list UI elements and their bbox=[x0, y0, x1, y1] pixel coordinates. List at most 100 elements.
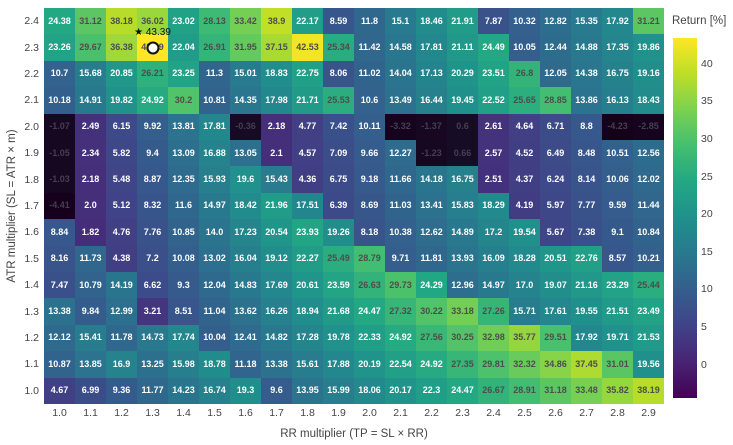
heatmap-cell[interactable]: 19.26 bbox=[323, 219, 354, 246]
heatmap-cell[interactable]: 11.03 bbox=[385, 192, 416, 220]
heatmap-cell[interactable]: 21.51 bbox=[602, 298, 633, 325]
heatmap-cell[interactable]: 14.97 bbox=[478, 271, 509, 299]
heatmap-cell[interactable]: 20.61 bbox=[292, 271, 323, 299]
heatmap-cell[interactable]: 29.81 bbox=[478, 351, 509, 378]
heatmap-cell[interactable]: 16.75 bbox=[447, 166, 478, 193]
heatmap-cell[interactable]: 13.38 bbox=[261, 351, 292, 378]
heatmap-cell[interactable]: 37.45 bbox=[571, 351, 602, 378]
heatmap-cell[interactable]: 15.68 bbox=[75, 60, 106, 88]
heatmap-cell[interactable]: 7.87 bbox=[478, 8, 509, 35]
heatmap-cell[interactable]: 17.23 bbox=[230, 219, 261, 246]
heatmap-cell[interactable]: 4.36 bbox=[292, 166, 323, 193]
heatmap-cell[interactable]: 14.0 bbox=[199, 219, 230, 246]
heatmap-cell[interactable]: 12.02 bbox=[633, 166, 664, 193]
heatmap-cell[interactable]: 9.84 bbox=[75, 298, 106, 325]
heatmap-cell[interactable]: 4.37 bbox=[509, 166, 540, 193]
heatmap-cell[interactable]: 31.18 bbox=[540, 377, 571, 404]
heatmap-cell[interactable]: 10.18 bbox=[44, 87, 75, 114]
heatmap-cell[interactable]: 11.66 bbox=[385, 166, 416, 193]
heatmap-cell[interactable]: 4.19 bbox=[509, 192, 540, 220]
heatmap-cell[interactable]: 19.86 bbox=[633, 34, 664, 61]
heatmap-cell[interactable]: 19.54 bbox=[509, 219, 540, 246]
heatmap-cell[interactable]: 9.36 bbox=[106, 377, 137, 404]
heatmap-cell[interactable]: 16.04 bbox=[230, 245, 261, 272]
heatmap-cell[interactable]: 17.61 bbox=[540, 298, 571, 325]
heatmap-cell[interactable]: 11.73 bbox=[75, 245, 106, 272]
heatmap-cell[interactable]: 17.88 bbox=[323, 351, 354, 378]
heatmap-cell[interactable]: 4.52 bbox=[509, 139, 540, 167]
heatmap-cell[interactable]: 24.47 bbox=[447, 377, 478, 404]
heatmap-cell[interactable]: 29.67 bbox=[75, 34, 106, 61]
heatmap-cell[interactable]: 7.42 bbox=[323, 113, 354, 140]
heatmap-cell[interactable]: 16.09 bbox=[478, 245, 509, 272]
heatmap-cell[interactable]: 10.87 bbox=[44, 351, 75, 378]
heatmap-cell[interactable]: 15.41 bbox=[75, 324, 106, 352]
heatmap-cell[interactable]: 16.75 bbox=[602, 60, 633, 88]
heatmap-cell[interactable]: 19.07 bbox=[540, 271, 571, 299]
heatmap-cell[interactable]: 1.82 bbox=[75, 219, 106, 246]
heatmap-cell[interactable]: 24.92 bbox=[416, 351, 447, 378]
heatmap-cell[interactable]: 8.8 bbox=[571, 113, 602, 140]
heatmap-cell[interactable]: 11.77 bbox=[137, 377, 168, 404]
heatmap-cell[interactable]: -1.07 bbox=[44, 113, 75, 140]
heatmap-cell[interactable]: 7.09 bbox=[323, 139, 354, 167]
heatmap-cell[interactable]: 11.6 bbox=[168, 192, 199, 220]
heatmap-cell[interactable]: 11.04 bbox=[199, 298, 230, 325]
heatmap-cell[interactable]: 18.29 bbox=[478, 192, 509, 220]
heatmap-cell[interactable]: 13.81 bbox=[168, 113, 199, 140]
heatmap-cell[interactable]: 12.62 bbox=[416, 219, 447, 246]
heatmap-cell[interactable]: 23.59 bbox=[323, 271, 354, 299]
heatmap-cell[interactable]: 9.18 bbox=[354, 166, 385, 193]
heatmap-cell[interactable]: 10.05 bbox=[509, 34, 540, 61]
heatmap-cell[interactable]: 17.2 bbox=[478, 219, 509, 246]
heatmap-cell[interactable]: 19.78 bbox=[323, 324, 354, 352]
heatmap-cell[interactable]: 25.53 bbox=[323, 87, 354, 114]
heatmap-cell[interactable]: 2.49 bbox=[75, 113, 106, 140]
heatmap-cell[interactable]: 26.63 bbox=[354, 271, 385, 299]
heatmap-cell[interactable]: 21.16 bbox=[571, 271, 602, 299]
heatmap-cell[interactable]: 12.44 bbox=[540, 34, 571, 61]
heatmap-cell[interactable]: 15.98 bbox=[168, 351, 199, 378]
heatmap-cell[interactable]: 20.51 bbox=[540, 245, 571, 272]
heatmap-cell[interactable]: 10.06 bbox=[602, 166, 633, 193]
heatmap-cell[interactable]: 32.98 bbox=[478, 324, 509, 352]
heatmap-cell[interactable]: 23.25 bbox=[168, 60, 199, 88]
heatmap-cell[interactable]: 10.51 bbox=[602, 139, 633, 167]
heatmap-cell[interactable]: 10.79 bbox=[75, 271, 106, 299]
heatmap-cell[interactable]: 8.06 bbox=[323, 60, 354, 88]
heatmap-cell[interactable]: -4.23 bbox=[602, 113, 633, 140]
heatmap-cell[interactable]: 9.92 bbox=[137, 113, 168, 140]
heatmap-cell[interactable]: 17.69 bbox=[261, 271, 292, 299]
heatmap-cell[interactable]: 14.19 bbox=[106, 271, 137, 299]
heatmap-cell[interactable]: 17.13 bbox=[416, 60, 447, 88]
heatmap-cell[interactable]: 18.46 bbox=[416, 8, 447, 35]
heatmap-cell[interactable]: 30.2 bbox=[168, 87, 199, 114]
heatmap-cell[interactable]: 33.18 bbox=[447, 298, 478, 325]
heatmap-cell[interactable]: 15.1 bbox=[385, 8, 416, 35]
heatmap-cell[interactable]: 9.66 bbox=[354, 139, 385, 167]
heatmap-cell[interactable]: 18.94 bbox=[292, 298, 323, 325]
heatmap-cell[interactable]: 13.05 bbox=[230, 139, 261, 167]
heatmap-cell[interactable]: 8.48 bbox=[571, 139, 602, 167]
heatmap-cell[interactable]: 13.25 bbox=[137, 351, 168, 378]
heatmap-cell[interactable]: 7.76 bbox=[137, 219, 168, 246]
heatmap-cell[interactable]: 36.02 bbox=[137, 8, 168, 35]
heatmap-cell[interactable]: 15.01 bbox=[230, 60, 261, 88]
heatmap-cell[interactable]: 6.99 bbox=[75, 377, 106, 404]
heatmap-cell[interactable]: 20.29 bbox=[447, 60, 478, 88]
heatmap-cell[interactable]: 10.85 bbox=[168, 219, 199, 246]
heatmap-cell[interactable]: 4.38 bbox=[106, 245, 137, 272]
heatmap-cell[interactable]: 14.04 bbox=[385, 60, 416, 88]
heatmap-cell[interactable]: 18.42 bbox=[230, 192, 261, 220]
heatmap-cell[interactable]: 14.23 bbox=[168, 377, 199, 404]
heatmap-cell[interactable]: 21.53 bbox=[633, 324, 664, 352]
heatmap-cell[interactable]: 16.9 bbox=[106, 351, 137, 378]
heatmap-cell[interactable]: 17.81 bbox=[416, 34, 447, 61]
heatmap-cell[interactable]: 15.43 bbox=[261, 166, 292, 193]
heatmap-cell[interactable]: 14.89 bbox=[447, 219, 478, 246]
heatmap-cell[interactable]: 12.82 bbox=[540, 8, 571, 35]
heatmap-cell[interactable]: 36.38 bbox=[106, 34, 137, 61]
heatmap-cell[interactable]: 18.28 bbox=[509, 245, 540, 272]
heatmap-cell[interactable]: 14.35 bbox=[230, 87, 261, 114]
heatmap-cell[interactable]: 9.4 bbox=[137, 139, 168, 167]
